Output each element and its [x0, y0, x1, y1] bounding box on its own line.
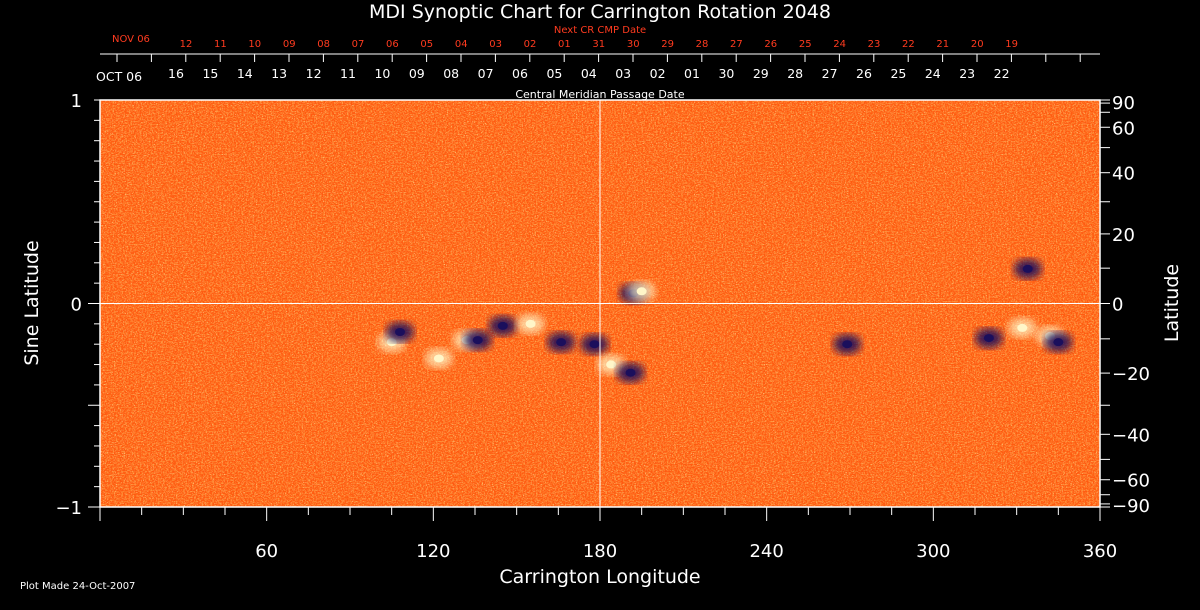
y-right-tick-label: 40 [1112, 164, 1135, 185]
cmp-date-tick: 23 [959, 66, 975, 81]
cmp-date-tick: 26 [856, 66, 872, 81]
y-right-tick-label: 90 [1112, 93, 1135, 114]
next-cr-date-tick: 02 [524, 39, 537, 50]
x-tick-label: 180 [583, 541, 617, 562]
active-region-core [1017, 323, 1028, 332]
x-tick-label: 360 [1083, 541, 1117, 562]
cmp-date-tick: 06 [512, 66, 528, 81]
y-right-tick-label: −20 [1112, 364, 1150, 385]
cmp-month-label: OCT 06 [96, 69, 142, 84]
cmp-date-tick: 13 [271, 66, 287, 81]
next-cr-date-tick: 25 [799, 39, 812, 50]
cmp-date-tick: 27 [822, 66, 838, 81]
y-left-tick-label: −1 [55, 498, 82, 519]
next-cr-date-tick: 21 [936, 39, 949, 50]
next-cr-date-tick: 05 [420, 39, 433, 50]
cmp-date-tick: 30 [718, 66, 734, 81]
next-cr-date-tick: 27 [730, 39, 743, 50]
y-right-tick-label: 60 [1112, 118, 1135, 139]
x-tick-label: 300 [916, 541, 950, 562]
next-cr-scale-title: Next CR CMP Date [554, 25, 646, 36]
next-cr-date-tick: 24 [833, 39, 846, 50]
cmp-date-tick: 11 [340, 66, 356, 81]
next-cr-date-tick: 22 [902, 39, 915, 50]
active-region-core [525, 319, 536, 328]
y-axis-label-right: Latitude [1161, 264, 1183, 342]
next-cr-date-tick: 03 [489, 39, 502, 50]
cmp-date-tick: 15 [202, 66, 218, 81]
next-cr-date-tick: 26 [764, 39, 777, 50]
y-right-tick-label: −90 [1112, 496, 1150, 517]
next-cr-date-tick: 19 [1005, 39, 1018, 50]
active-region-core [983, 334, 994, 343]
cmp-date-tick: 24 [925, 66, 941, 81]
active-region-core [842, 340, 853, 349]
cmp-date-tick: 05 [546, 66, 562, 81]
axis-ticks: 60 120 180 240 300 360 1 0 −1 90 60 40 20 0 −20 −40 −60 −… [55, 91, 1150, 562]
next-cr-date-tick: 28 [696, 39, 709, 50]
y-left-tick-label: 1 [71, 91, 82, 112]
plot-made-note: Plot Made 24-Oct-2007 [20, 581, 135, 592]
next-cr-date-tick: 31 [592, 39, 605, 50]
cmp-date-tick: 08 [443, 66, 459, 81]
next-cr-date-tick: 09 [283, 39, 296, 50]
next-cr-date-tick: 29 [661, 39, 674, 50]
active-region-core [1022, 264, 1033, 273]
magnetogram-plot-area [99, 99, 1101, 508]
active-region-core [1053, 338, 1064, 347]
cmp-date-tick: 25 [890, 66, 906, 81]
next-cr-date-tick: 30 [627, 39, 640, 50]
cmp-date-tick: 29 [753, 66, 769, 81]
next-cr-date-scale: NOV 06 Next CR CMP Date 12 11 10 09 08 07 06 05… [100, 25, 1100, 62]
x-tick-label: 60 [255, 541, 278, 562]
active-region-core [589, 340, 600, 349]
cmp-date-tick: 14 [237, 66, 253, 81]
cmp-date-tick: 28 [787, 66, 803, 81]
active-region-core [497, 321, 508, 330]
next-cr-month-label: NOV 06 [112, 34, 150, 45]
next-cr-date-tick: 11 [214, 39, 227, 50]
y-axis-label-left: Sine Latitude [21, 240, 43, 365]
next-cr-date-tick: 08 [317, 39, 330, 50]
x-tick-label: 120 [416, 541, 450, 562]
active-region-core [472, 336, 483, 345]
active-region-core [636, 287, 647, 296]
cmp-date-tick: 04 [581, 66, 597, 81]
active-region-core [395, 327, 405, 336]
next-cr-date-tick: 06 [386, 39, 399, 50]
cmp-date-tick: 16 [168, 66, 184, 81]
x-tick-label: 240 [749, 541, 783, 562]
y-right-tick-label: −60 [1112, 471, 1150, 492]
cmp-date-scale: OCT 06 16 15 14 13 12 11 10 09 08 07 06 05 04 03 02 01 3… [96, 66, 1010, 84]
cmp-date-tick: 03 [615, 66, 631, 81]
cmp-date-tick: 09 [409, 66, 425, 81]
cmp-date-tick: 12 [306, 66, 322, 81]
x-axis-label: Carrington Longitude [499, 566, 700, 588]
active-region-core [625, 368, 636, 377]
cmp-date-tick: 02 [650, 66, 666, 81]
cmp-scale-title: Central Meridian Passage Date [515, 88, 684, 101]
cmp-date-tick: 01 [684, 66, 700, 81]
next-cr-date-tick: 23 [868, 39, 881, 50]
active-region-core [433, 354, 444, 363]
active-regions [377, 258, 1073, 383]
cmp-date-tick: 10 [374, 66, 390, 81]
cmp-date-tick: 22 [994, 66, 1010, 81]
y-right-tick-label: 20 [1112, 225, 1135, 246]
next-cr-date-tick: 04 [455, 39, 468, 50]
y-right-tick-label: 0 [1112, 295, 1123, 316]
chart-title: MDI Synoptic Chart for Carrington Rotati… [369, 1, 831, 23]
y-right-tick-label: −40 [1112, 425, 1150, 446]
next-cr-date-tick: 12 [180, 39, 193, 50]
next-cr-date-tick: 20 [971, 39, 984, 50]
next-cr-date-tick: 07 [352, 39, 365, 50]
cmp-date-tick: 07 [478, 66, 494, 81]
next-cr-date-tick: 10 [248, 39, 261, 50]
active-region-core [606, 360, 617, 369]
active-region-core [556, 338, 567, 347]
next-cr-date-tick: 01 [558, 39, 571, 50]
y-left-tick-label: 0 [71, 295, 82, 316]
